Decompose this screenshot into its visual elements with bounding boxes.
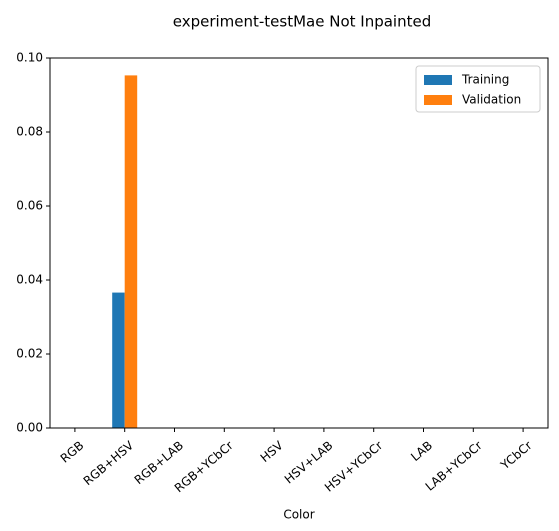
legend-swatch-validation [424, 95, 452, 105]
y-tick-label: 0.04 [16, 273, 43, 287]
x-tick-label: LAB [408, 438, 435, 464]
x-axis-label: Color [283, 508, 314, 522]
y-tick-label: 0.06 [16, 199, 43, 213]
y-tick-label: 0.10 [16, 51, 43, 65]
legend-swatch-training [424, 75, 452, 85]
x-tick-label: RGB [58, 438, 87, 465]
legend-label-training: Training [461, 73, 509, 87]
y-tick-label: 0.08 [16, 125, 43, 139]
chart-title: experiment-testMae Not Inpainted [173, 13, 432, 31]
legend-label-validation: Validation [462, 93, 521, 107]
bar-validation-1 [125, 75, 138, 428]
y-tick-label: 0.00 [16, 421, 43, 435]
y-tick-label: 0.02 [16, 347, 43, 361]
x-tick-label: YCbCr [497, 438, 534, 473]
legend: Training Validation [416, 66, 540, 112]
x-tick-label: RGB+HSV [81, 438, 137, 488]
x-tick-label: HSV [258, 438, 287, 465]
bar-training-1 [112, 293, 125, 428]
plot-area: 0.000.020.040.060.080.10RGBRGB+HSVRGB+LA… [16, 51, 548, 496]
